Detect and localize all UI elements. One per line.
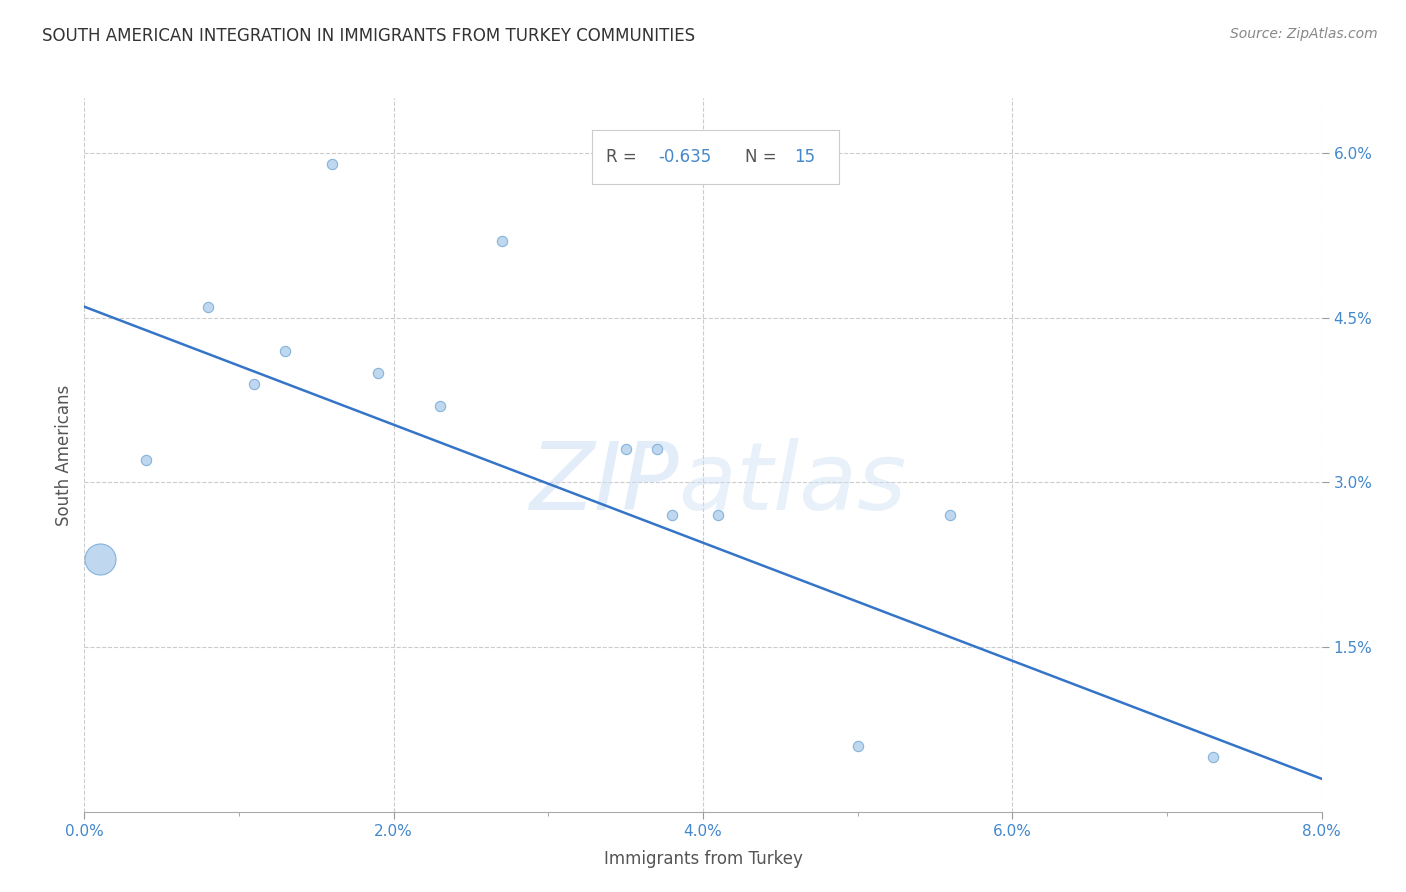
Point: [939, 508, 962, 523]
Point: [429, 399, 451, 413]
Text: Source: ZipAtlas.com: Source: ZipAtlas.com: [1230, 27, 1378, 41]
Point: [614, 442, 637, 457]
Point: [243, 376, 266, 391]
Point: [846, 739, 869, 753]
Point: [135, 453, 157, 467]
Point: [274, 343, 297, 358]
Text: ZIP: ZIP: [529, 438, 678, 529]
Point: [321, 157, 343, 171]
Point: [197, 300, 219, 314]
Point: [491, 234, 513, 248]
Point: [89, 552, 111, 566]
Point: [707, 508, 730, 523]
Text: SOUTH AMERICAN INTEGRATION IN IMMIGRANTS FROM TURKEY COMMUNITIES: SOUTH AMERICAN INTEGRATION IN IMMIGRANTS…: [42, 27, 696, 45]
Text: atlas: atlas: [678, 438, 907, 529]
X-axis label: Immigrants from Turkey: Immigrants from Turkey: [603, 850, 803, 868]
Point: [645, 442, 668, 457]
Point: [1202, 749, 1225, 764]
Y-axis label: South Americans: South Americans: [55, 384, 73, 525]
Point: [367, 366, 389, 380]
Point: [661, 508, 683, 523]
